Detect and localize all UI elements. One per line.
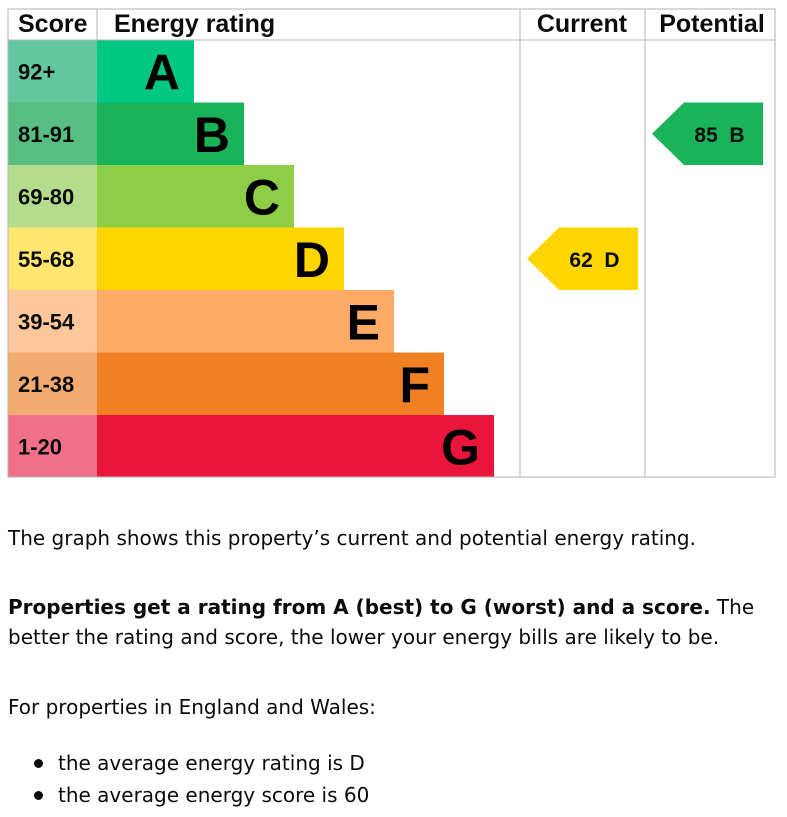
score-range-f: 21-38 xyxy=(18,372,74,397)
header-current: Current xyxy=(537,10,628,38)
average-score-text: the average energy score is 60 xyxy=(58,783,370,807)
list-item: the average energy score is 60 xyxy=(8,779,369,811)
chart-grid xyxy=(7,8,776,478)
bullet-icon xyxy=(34,759,43,768)
list-item: the average energy rating is D xyxy=(8,747,369,779)
rating-bar-a xyxy=(97,40,194,103)
average-rating-text: the average energy rating is D xyxy=(58,751,365,775)
header-energy-rating: Energy rating xyxy=(114,10,275,38)
potential-rating-arrow xyxy=(652,102,763,165)
rating-bar-b xyxy=(97,102,244,165)
rating-bar-d xyxy=(97,227,344,290)
band-letter-d: D xyxy=(294,232,330,288)
rating-indicators: 62 D 85 B xyxy=(527,102,763,290)
score-range-g: 1-20 xyxy=(18,434,62,459)
header-potential: Potential xyxy=(659,10,765,38)
score-cell-d xyxy=(8,227,97,290)
england-wales-intro: For properties in England and Wales: xyxy=(8,695,376,719)
chart-description: The graph shows this property’s current … xyxy=(8,526,696,550)
rating-explanation-bold: Properties get a rating from A (best) to… xyxy=(8,595,711,619)
rating-bar-e xyxy=(97,290,394,353)
score-range-e: 39-54 xyxy=(18,309,75,334)
score-range-c: 69-80 xyxy=(18,184,74,209)
band-letter-e: E xyxy=(347,294,380,350)
score-range-d: 55-68 xyxy=(18,247,74,272)
rating-bar-c xyxy=(97,165,294,228)
rating-bar-f xyxy=(97,352,444,415)
potential-rating-label: 85 B xyxy=(694,124,744,147)
score-cell-f xyxy=(8,352,97,415)
rating-bars: 92+ A 81-91 B 69-80 C 55-68 D 39-54 E 21-38 F 1-20 G xyxy=(8,40,494,478)
band-letter-c: C xyxy=(244,169,280,225)
band-letter-g: G xyxy=(441,419,480,475)
energy-rating-chart: 92+ A81-91 B69-80 C55-68 D39-54 E21-38 F1-20 G … xyxy=(7,8,776,478)
score-cell-c xyxy=(8,165,97,228)
score-cell-a xyxy=(8,40,97,103)
score-cell-b xyxy=(8,102,97,165)
bullet-icon xyxy=(34,791,43,800)
rating-explanation: Properties get a rating from A (best) to… xyxy=(8,592,778,652)
band-letter-b: B xyxy=(194,107,230,163)
rating-bar-g xyxy=(97,415,494,478)
score-range-a: 92+ xyxy=(18,59,55,84)
band-letter-a: A xyxy=(144,44,180,100)
band-letter-f: F xyxy=(399,357,430,413)
rating-explanation-rest: The better the rating and score, the low… xyxy=(8,595,755,649)
score-cell-g xyxy=(8,415,97,478)
chart-border xyxy=(7,8,776,478)
current-rating-label: 62 D xyxy=(569,249,619,272)
current-rating-arrow xyxy=(527,227,638,290)
averages-list: the average energy rating is D the avera… xyxy=(8,747,369,811)
score-range-b: 81-91 xyxy=(18,122,74,147)
score-cell-e xyxy=(8,290,97,353)
header-score: Score xyxy=(18,10,88,38)
